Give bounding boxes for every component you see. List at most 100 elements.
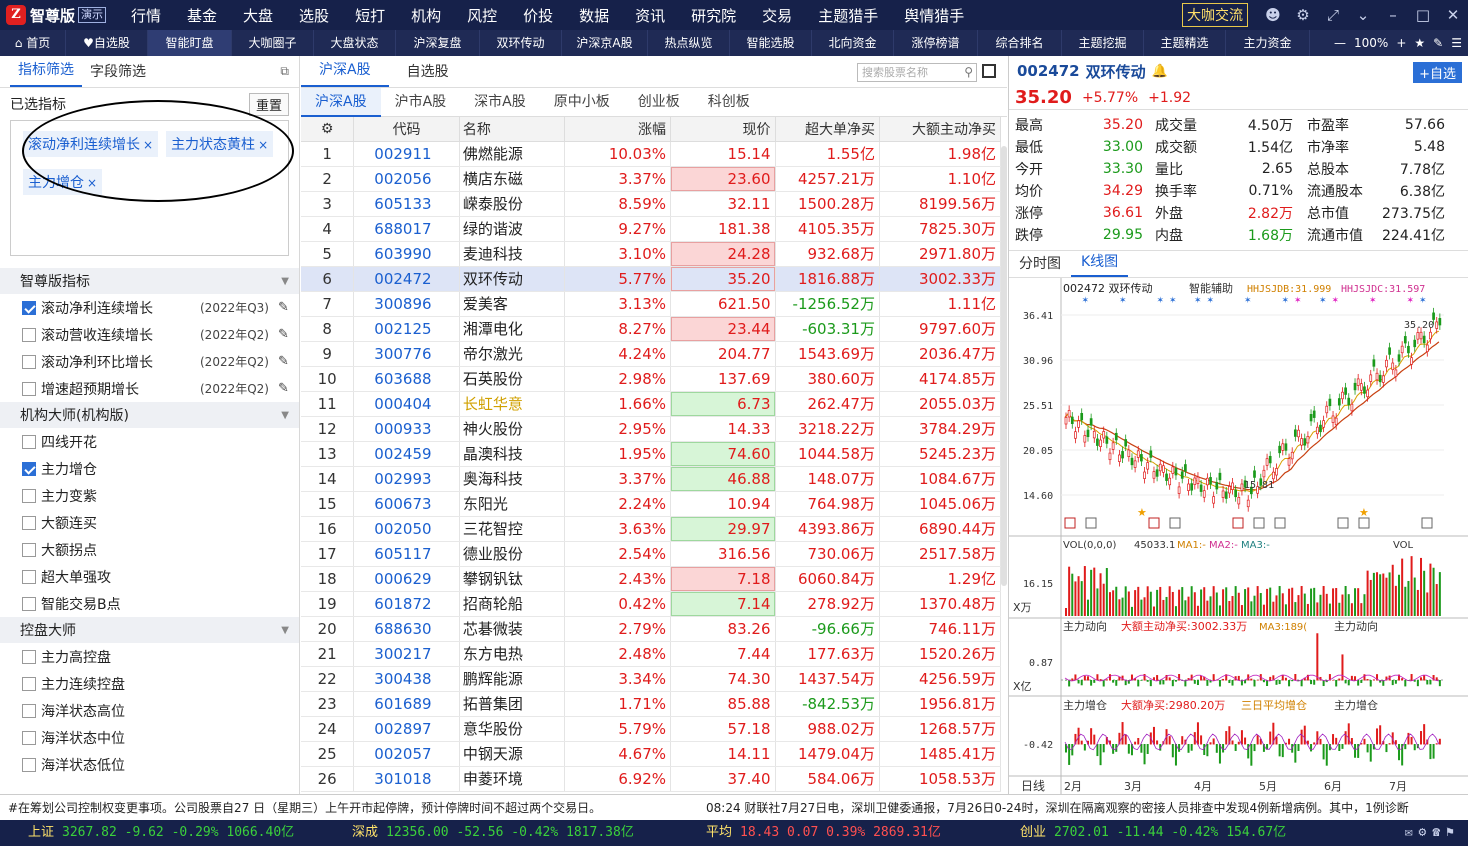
stock-name-cell[interactable]: 爱美客: [459, 291, 566, 317]
nav-item[interactable]: 沪深复盘: [396, 30, 480, 56]
copy-icon[interactable]: ⧉: [280, 64, 289, 78]
stock-code-cell[interactable]: 002050: [353, 516, 460, 542]
table-row[interactable]: 7 300896 爱美客 3.13% 621.50 -1256.52万 1.11亿: [301, 291, 1002, 317]
indicator-item[interactable]: 主力连续控盘: [0, 670, 299, 697]
daka-button[interactable]: 大咖交流: [1182, 3, 1248, 27]
tab-kline[interactable]: K线图: [1071, 251, 1129, 277]
top-menu-item[interactable]: 研究院: [691, 6, 737, 25]
checkbox[interactable]: [22, 757, 36, 772]
indicator-item[interactable]: 海洋状态中位: [0, 724, 299, 751]
table-row[interactable]: 13 002459 晶澳科技 1.95% 74.60 1044.58万 5245.23万: [301, 441, 1002, 467]
checkbox[interactable]: [22, 730, 36, 745]
ticker-tools[interactable]: ✉⚙☎⚑: [1404, 825, 1460, 840]
ticker-item[interactable]: 平均 18.43 0.07 0.39% 2869.31亿: [706, 820, 941, 846]
table-row[interactable]: 21 300217 东方电热 2.48% 7.44 177.63万 1520.26万: [301, 641, 1002, 667]
indicator-group-header[interactable]: 控盘大师 ▼: [0, 617, 299, 643]
stock-name-cell[interactable]: 绿的谐波: [459, 216, 566, 242]
checkbox[interactable]: [22, 542, 36, 557]
selected-tag[interactable]: 主力增仓 ×: [23, 169, 103, 195]
table-row[interactable]: 3 605133 嵘泰股份 8.59% 32.11 1500.28万 8199.56万: [301, 191, 1002, 217]
table-row[interactable]: 6 002472 双环传动 5.77% 35.20 1816.88万 3002.33万: [301, 266, 1002, 292]
stock-name-cell[interactable]: 申菱环境: [459, 766, 566, 792]
stock-name-cell[interactable]: 奥海科技: [459, 466, 566, 492]
stock-name-cell[interactable]: 中钢天源: [459, 741, 566, 767]
edit-icon[interactable]: ✎: [278, 381, 289, 396]
indicator-item[interactable]: 海洋状态低位: [0, 751, 299, 778]
top-menu-item[interactable]: 主题猎手: [818, 6, 879, 25]
top-menu-item[interactable]: 舆情猎手: [904, 6, 965, 25]
stock-code-cell[interactable]: 603688: [353, 366, 460, 392]
indicator-item[interactable]: 四线开花: [0, 428, 299, 455]
stock-name-cell[interactable]: 意华股份: [459, 716, 566, 742]
indicator-group-header[interactable]: 智尊版指标 ▼: [0, 268, 299, 294]
collapse-arrow-icon[interactable]: ▼: [281, 275, 289, 287]
nav-item[interactable]: 综合排名: [978, 30, 1062, 56]
settings-col-icon[interactable]: ⚙: [301, 117, 355, 142]
indicator-item[interactable]: 滚动营收连续增长 (2022年Q2) ✎: [0, 321, 299, 348]
table-row[interactable]: 16 002050 三花智控 3.63% 29.97 4393.86万 6890.44万: [301, 516, 1002, 542]
nav-item[interactable]: 主题挖掘: [1062, 30, 1144, 56]
indicator-item[interactable]: 智能交易B点: [0, 590, 299, 617]
stock-code-cell[interactable]: 301018: [353, 766, 460, 792]
checkbox[interactable]: [22, 461, 36, 476]
nav-item[interactable]: 大盘状态: [314, 30, 396, 56]
nav-item[interactable]: 智能盯盘: [148, 30, 232, 56]
zoom-in-icon[interactable]: +: [1396, 36, 1407, 50]
table-row[interactable]: 8 002125 湘潭电化 8.27% 23.44 -603.31万 9797.60万: [301, 316, 1002, 342]
top-menu-item[interactable]: 价投: [523, 6, 554, 25]
col-change[interactable]: 涨幅: [564, 117, 672, 142]
table-row[interactable]: 15 600673 东阳光 2.24% 10.94 764.98万 1045.06万: [301, 491, 1002, 517]
close-icon[interactable]: ✕: [1446, 6, 1460, 24]
checkbox[interactable]: [22, 676, 36, 691]
indicator-item[interactable]: 超大单强攻: [0, 563, 299, 590]
ticker-item[interactable]: 创业 2702.01 -11.44 -0.42% 154.67亿: [1020, 820, 1286, 846]
stock-code-cell[interactable]: 600673: [353, 491, 460, 517]
maximize-icon[interactable]: □: [1415, 6, 1431, 24]
settings-icon[interactable]: ⚙: [1296, 6, 1310, 24]
ticker-item[interactable]: 深成 12356.00 -52.56 -0.42% 1817.38亿: [352, 820, 634, 846]
zoom-out-icon[interactable]: —: [1334, 36, 1347, 50]
stock-code-cell[interactable]: 002056: [353, 166, 460, 192]
table-row[interactable]: 20 688630 芯碁微装 2.79% 83.26 -96.66万 746.11万: [301, 616, 1002, 642]
top-menu-item[interactable]: 风控: [467, 6, 498, 25]
tab-indicator-filter[interactable]: 指标筛选: [10, 59, 82, 87]
nav-item[interactable]: ♥自选股: [66, 30, 148, 56]
remove-tag-icon[interactable]: ×: [87, 176, 98, 190]
remove-tag-icon[interactable]: ×: [258, 138, 269, 152]
indicator-item[interactable]: 主力增仓: [0, 455, 299, 482]
nav-item[interactable]: 沪深京A股: [562, 30, 648, 56]
top-menu-item[interactable]: 基金: [187, 6, 218, 25]
stock-name-cell[interactable]: 石英股份: [459, 366, 566, 392]
table-row[interactable]: 12 000933 神火股份 2.95% 14.33 3218.22万 3784.29万: [301, 416, 1002, 442]
edit-icon[interactable]: ✎: [278, 327, 289, 342]
market-subtab[interactable]: 创业板: [637, 93, 680, 110]
indicator-item[interactable]: 增速超预期增长 (2022年Q2) ✎: [0, 375, 299, 402]
table-row[interactable]: 24 002897 意华股份 5.79% 57.18 988.02万 1268.57万: [301, 716, 1002, 742]
stock-code-cell[interactable]: 688630: [353, 616, 460, 642]
table-row[interactable]: 17 605117 德业股份 2.54% 316.56 730.06万 2517.58万: [301, 541, 1002, 567]
indicator-item[interactable]: 海洋状态高位: [0, 697, 299, 724]
col-code[interactable]: 代码: [353, 117, 460, 142]
stock-name-cell[interactable]: 晶澳科技: [459, 441, 566, 467]
news-right[interactable]: 08:24 财联社7月27日电，深圳卫健委通报，7月26日0-24时，深圳在隔离…: [706, 801, 1409, 815]
kline-chart[interactable]: 002472 双环传动 智能辅助 HHJSJDB:31.999 HHJSJDC:31.…: [1009, 278, 1468, 794]
stock-code-cell[interactable]: 002459: [353, 441, 460, 467]
stock-code-cell[interactable]: 300217: [353, 641, 460, 667]
stock-code-cell[interactable]: 601872: [353, 591, 460, 617]
table-row[interactable]: 23 601689 拓普集团 1.71% 85.88 -842.53万 1956.81万: [301, 691, 1002, 717]
checkbox[interactable]: [22, 434, 36, 449]
vertical-scrollbar[interactable]: [1001, 146, 1007, 586]
stock-code-cell[interactable]: 002993: [353, 466, 460, 492]
table-row[interactable]: 5 603990 麦迪科技 3.10% 24.28 932.68万 2971.80万: [301, 241, 1002, 267]
indicator-item[interactable]: 主力高控盘: [0, 643, 299, 670]
selected-tag[interactable]: 主力状态黄柱 ×: [166, 131, 274, 157]
stock-name-cell[interactable]: 芯碁微装: [459, 616, 566, 642]
market-subtab[interactable]: 深市A股: [474, 93, 526, 110]
stock-search-input[interactable]: 搜索股票名称 ⚲: [857, 63, 977, 82]
nav-item[interactable]: 北向资金: [812, 30, 894, 56]
stock-code-cell[interactable]: 000404: [353, 391, 460, 417]
checkbox[interactable]: [22, 300, 36, 315]
stock-code-cell[interactable]: 300438: [353, 666, 460, 692]
stock-name-cell[interactable]: 横店东磁: [459, 166, 566, 192]
stock-name-cell[interactable]: 东方电热: [459, 641, 566, 667]
